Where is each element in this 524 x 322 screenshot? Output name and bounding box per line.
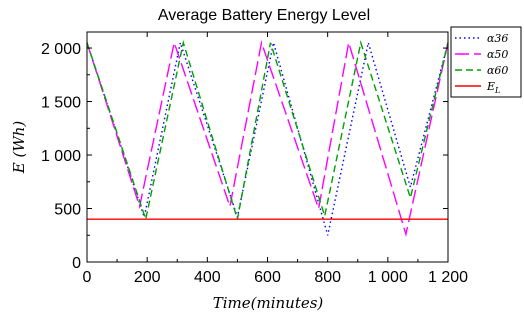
plot-lines [86,39,449,237]
x-tick-label: 1 000 [368,269,408,286]
legend-label: α36 [487,32,508,45]
chart-title: Average Battery Energy Level [158,7,370,24]
legend-label: α60 [487,64,508,77]
y-tick-label: 2 000 [41,41,81,58]
series-line-1 [86,39,449,237]
y-tick-label: 0 [72,255,81,272]
legend-label-subscript: L [494,86,500,95]
y-tick-label: 1 500 [41,95,81,112]
x-tick-label: 800 [314,269,341,286]
x-tick-label: 600 [254,269,281,286]
y-axis-label: E (Wh) [10,121,28,175]
x-tick-label: 0 [83,269,92,286]
x-axis: 0 200 400 600 800 1 000 1 200 [83,32,468,286]
y-tick-label: 500 [54,202,81,219]
legend-label: α50 [487,48,508,61]
series-line-2 [86,39,449,222]
plot-frame [86,31,449,263]
x-tick-label: 400 [194,269,221,286]
x-tick-label: 200 [134,269,161,286]
x-axis-label: Time(minutes) [213,294,324,312]
y-axis: 0 500 1 000 1 500 2 000 [41,41,448,272]
y-tick-label: 1 000 [41,148,81,165]
x-tick-label: 1 200 [428,269,468,286]
series-line-0 [86,39,449,236]
